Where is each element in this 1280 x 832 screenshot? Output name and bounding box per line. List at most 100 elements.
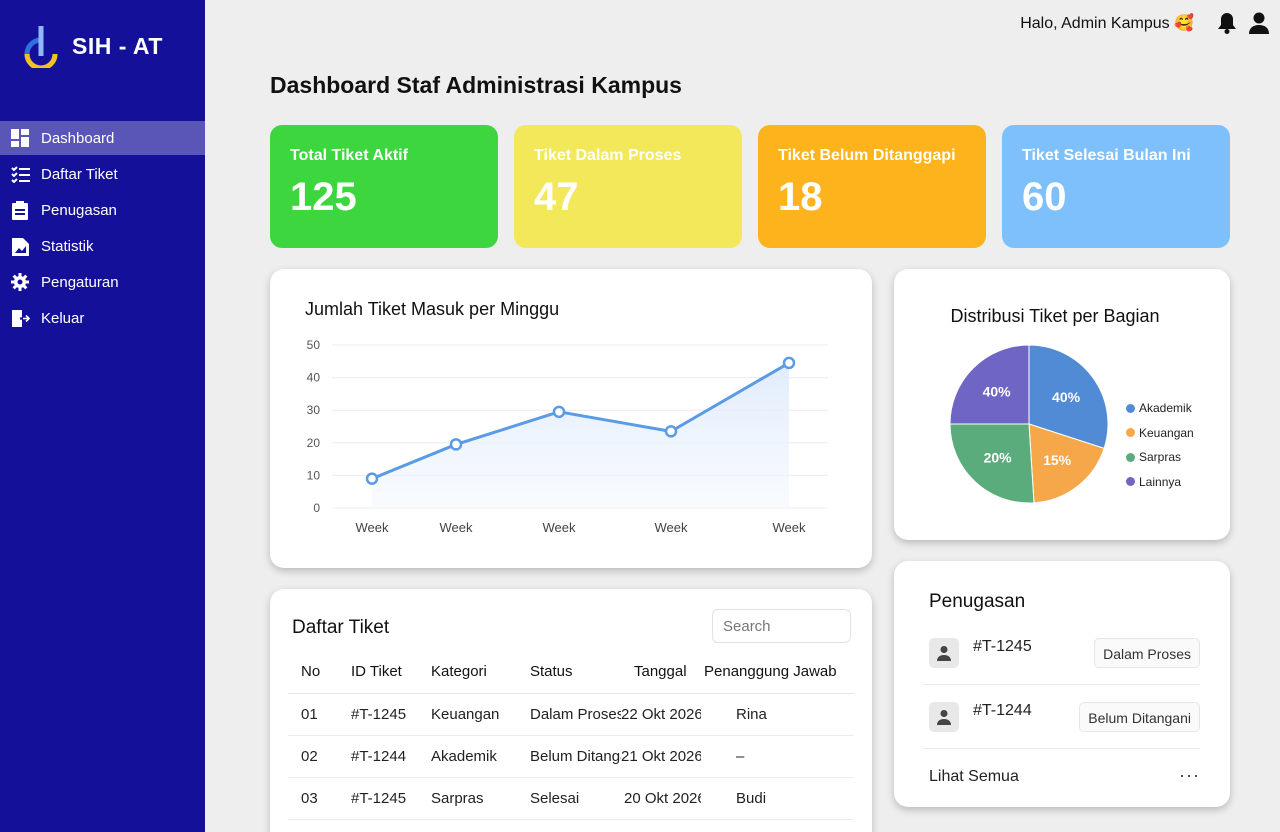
column-header[interactable]: Kategori [418, 651, 517, 694]
avatar [929, 638, 959, 668]
column-header[interactable]: No [288, 651, 338, 694]
column-header[interactable]: ID Tiket [338, 651, 418, 694]
legend-swatch [1126, 428, 1135, 438]
slice-label: 15% [1043, 452, 1072, 468]
table-cell: 20 Okt 2026 [621, 777, 701, 820]
ticket-table: No ID Tiket Kategori Status Tanggal Pena… [288, 651, 854, 820]
data-point [449, 438, 463, 451]
table-cell: 22 Okt 2026 [621, 693, 701, 736]
legend-item: Keuangan [1126, 421, 1194, 446]
legend-item: Sarpras [1126, 445, 1194, 470]
sidebar: SIH - AT Dashboard Daftar Tiket Penugasa… [0, 0, 205, 832]
stat-value: 125 [290, 175, 357, 219]
table-cell: #T-1245 [338, 777, 418, 820]
sidebar-item-label: Penugasan [41, 201, 117, 219]
x-tick-label: Week [356, 520, 389, 535]
user-icon [937, 646, 951, 661]
ticket-list-title: Daftar Tiket [292, 617, 390, 638]
table-cell: Rina [701, 693, 854, 736]
y-tick-label: 20 [307, 436, 321, 450]
assignment-item[interactable]: #T-1244 Belum Ditangani [922, 689, 1200, 749]
bell-icon[interactable] [1216, 11, 1238, 35]
legend-swatch [1126, 403, 1135, 413]
y-tick-label: 0 [313, 501, 320, 515]
column-header[interactable]: Tanggal [621, 651, 701, 694]
y-tick-label: 30 [307, 403, 321, 417]
assignment-item[interactable]: #T-1245 Dalam Proses [922, 625, 1200, 685]
chart-title: Distribusi Tiket per Bagian [950, 306, 1160, 326]
table-cell: Budi [701, 777, 854, 820]
table-header-row: No ID Tiket Kategori Status Tanggal Pena… [288, 651, 854, 694]
sidebar-item-statistik[interactable]: Statistik [0, 229, 205, 263]
stat-label: Tiket Dalam Proses [534, 147, 682, 164]
page-title: Dashboard Staf Administrasi Kampus [270, 72, 682, 98]
app-name: SIH - AT [72, 32, 163, 59]
legend-swatch [1126, 452, 1135, 462]
gear-icon [10, 272, 30, 292]
table-cell: #T-1244 [338, 735, 418, 778]
sidebar-item-label: Dashboard [41, 129, 115, 147]
logout-icon [10, 308, 30, 328]
pie-slice [949, 423, 1035, 504]
pie-slice [1028, 344, 1109, 450]
sidebar-item-penugasan[interactable]: Penugasan [0, 193, 205, 227]
sidebar-item-label: Daftar Tiket [41, 165, 118, 183]
table-cell: 02 [288, 735, 338, 778]
table-cell: Keuangan [418, 693, 517, 736]
stat-card-completed-month[interactable]: Tiket Selesai Bulan Ini 60 [1002, 125, 1230, 248]
sidebar-item-label: Keluar [41, 309, 85, 327]
slice-label: 40% [1052, 389, 1081, 405]
legend-swatch [1126, 477, 1135, 487]
y-tick-label: 40 [307, 371, 321, 385]
user-icon[interactable] [1248, 11, 1270, 35]
weekly-tickets-chart-card: Jumlah Tiket Masuk per Minggu 0 10 20 30 40 5… [270, 269, 872, 568]
distribution-pie-chart: 40% 15% 20% 40% [949, 344, 1109, 504]
distribution-chart-card: Distribusi Tiket per Bagian 40% 15% 20% 40%… [894, 269, 1230, 540]
stat-value: 47 [534, 175, 579, 219]
pie-slice [949, 344, 1030, 425]
logo-icon [24, 26, 58, 68]
table-cell: 03 [288, 777, 338, 820]
sidebar-item-keluar[interactable]: Keluar [0, 301, 205, 335]
stat-card-total-active[interactable]: Total Tiket Aktif 125 [270, 125, 498, 248]
table-cell: Sarpras [418, 777, 517, 820]
data-point [664, 425, 678, 438]
legend-label: Akademik [1139, 401, 1192, 416]
see-all-link[interactable]: Lihat Semua [929, 768, 1019, 785]
stat-card-unanswered[interactable]: Tiket Belum Ditanggapi 18 [758, 125, 986, 248]
stat-value: 18 [778, 175, 823, 219]
column-header[interactable]: Penanggung Jawab [701, 651, 854, 694]
more-options-icon[interactable]: ··· [1179, 765, 1200, 785]
sidebar-item-label: Pengaturan [41, 273, 119, 291]
status-badge: Belum Ditangani [1079, 702, 1200, 732]
x-tick-label: Week [543, 520, 576, 535]
x-tick-label: Week [440, 520, 473, 535]
assignment-title: Penugasan [929, 591, 1026, 612]
table-cell: 21 Okt 2026 [621, 735, 701, 778]
top-bar: Halo, Admin Kampus 🥰 [1020, 10, 1270, 36]
ticket-list-card: Daftar Tiket No ID Tiket Kategori Status… [270, 589, 872, 832]
search-input[interactable] [712, 609, 851, 643]
weekly-tickets-line-chart: 0 10 20 30 40 50 Week Week Week Week Week [307, 338, 828, 535]
pie-legend: Akademik Keuangan Sarpras Lainnya [1126, 396, 1194, 494]
sidebar-item-dashboard[interactable]: Dashboard [0, 121, 205, 155]
sidebar-item-pengaturan[interactable]: Pengaturan [0, 265, 205, 299]
slice-label: 20% [984, 449, 1013, 465]
column-header[interactable]: Status [517, 651, 621, 694]
legend-label: Keuangan [1139, 425, 1194, 440]
assignment-ticket-id: #T-1244 [973, 702, 1032, 719]
table-cell: Akademik [418, 735, 517, 778]
table-cell: Selesai [517, 777, 621, 820]
stat-card-in-progress[interactable]: Tiket Dalam Proses 47 [514, 125, 742, 248]
table-cell: 01 [288, 693, 338, 736]
table-row[interactable]: 03 #T-1245 Sarpras Selesai 20 Okt 2026 B… [288, 777, 854, 820]
stat-label: Total Tiket Aktif [290, 147, 408, 164]
table-row[interactable]: 02 #T-1244 Akademik Belum Ditanga 21 Okt… [288, 735, 854, 778]
table-row[interactable]: 01 #T-1245 Keuangan Dalam Proses · 22 Ok… [288, 693, 854, 736]
chart-title: Jumlah Tiket Masuk per Minggu [305, 299, 560, 319]
app-logo[interactable]: SIH - AT [20, 24, 163, 68]
y-tick-label: 10 [307, 468, 321, 482]
status-badge: Dalam Proses [1094, 638, 1200, 668]
sidebar-item-daftar-tiket[interactable]: Daftar Tiket [0, 157, 205, 191]
chart-file-icon [10, 236, 30, 256]
